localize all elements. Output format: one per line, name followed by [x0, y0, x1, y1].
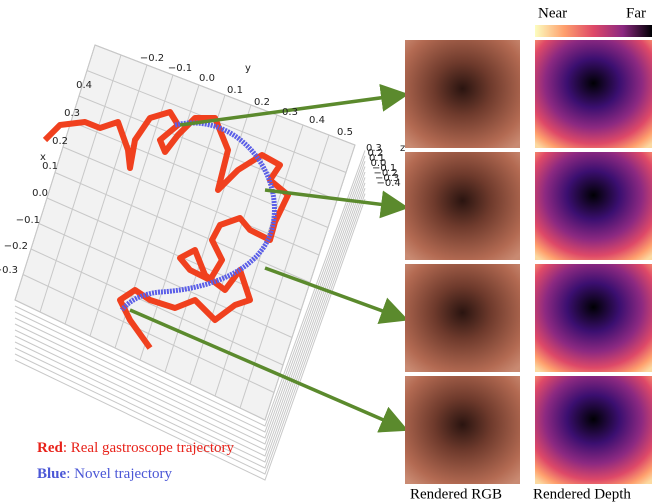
z-axis-label: z: [400, 143, 405, 154]
legend-blue: Blue: Novel trajectory: [37, 466, 172, 482]
legend-red-key: Red: [37, 440, 63, 456]
rgb-image: [405, 264, 520, 372]
rgb-image: [405, 152, 520, 260]
x-tick-label: 0.4: [76, 80, 92, 91]
y-tick-label: 0.0: [199, 73, 215, 84]
y-tick-label: 0.5: [337, 127, 353, 138]
depth-image: [535, 376, 652, 484]
y-axis-label: y: [245, 63, 251, 74]
y-tick-label: 0.1: [227, 85, 243, 96]
y-tick-label: −0.1: [168, 63, 192, 74]
z-tick-label: −0.4: [377, 178, 401, 189]
x-tick-label: 0.0: [32, 188, 48, 199]
figure: Near Far Rendered RGB Rendered Depth Red…: [0, 0, 654, 503]
figure-canvas: Near Far Rendered RGB Rendered Depth Red…: [0, 0, 654, 503]
x-tick-label: −0.1: [16, 215, 40, 226]
near-label: Near: [538, 5, 567, 21]
depth-image: [535, 152, 652, 260]
colorbar: [535, 25, 652, 37]
y-tick-label: −0.2: [140, 53, 164, 64]
x-tick-label: 0.3: [64, 108, 80, 119]
x-tick-label: −0.3: [0, 265, 18, 276]
rgb-image: [405, 40, 520, 148]
depth-image: [535, 40, 652, 148]
rgb-image: [405, 376, 520, 484]
depth-column-label: Rendered Depth: [533, 486, 631, 502]
y-tick-label: 0.4: [309, 115, 325, 126]
x-axis-label: x: [40, 152, 46, 163]
legend-red-text: : Real gastroscope trajectory: [63, 440, 235, 456]
legend-blue-text: : Novel trajectory: [66, 466, 172, 482]
y-tick-label: 0.2: [254, 97, 270, 108]
depth-image: [535, 264, 652, 372]
y-tick-label: 0.3: [282, 107, 298, 118]
legend-red: Red: Real gastroscope trajectory: [37, 440, 235, 456]
image-grid: [405, 40, 652, 484]
rgb-column-label: Rendered RGB: [410, 486, 502, 502]
x-tick-label: −0.2: [4, 241, 28, 252]
legend-blue-key: Blue: [37, 466, 67, 482]
far-label: Far: [626, 5, 646, 21]
x-tick-label: 0.2: [52, 136, 68, 147]
